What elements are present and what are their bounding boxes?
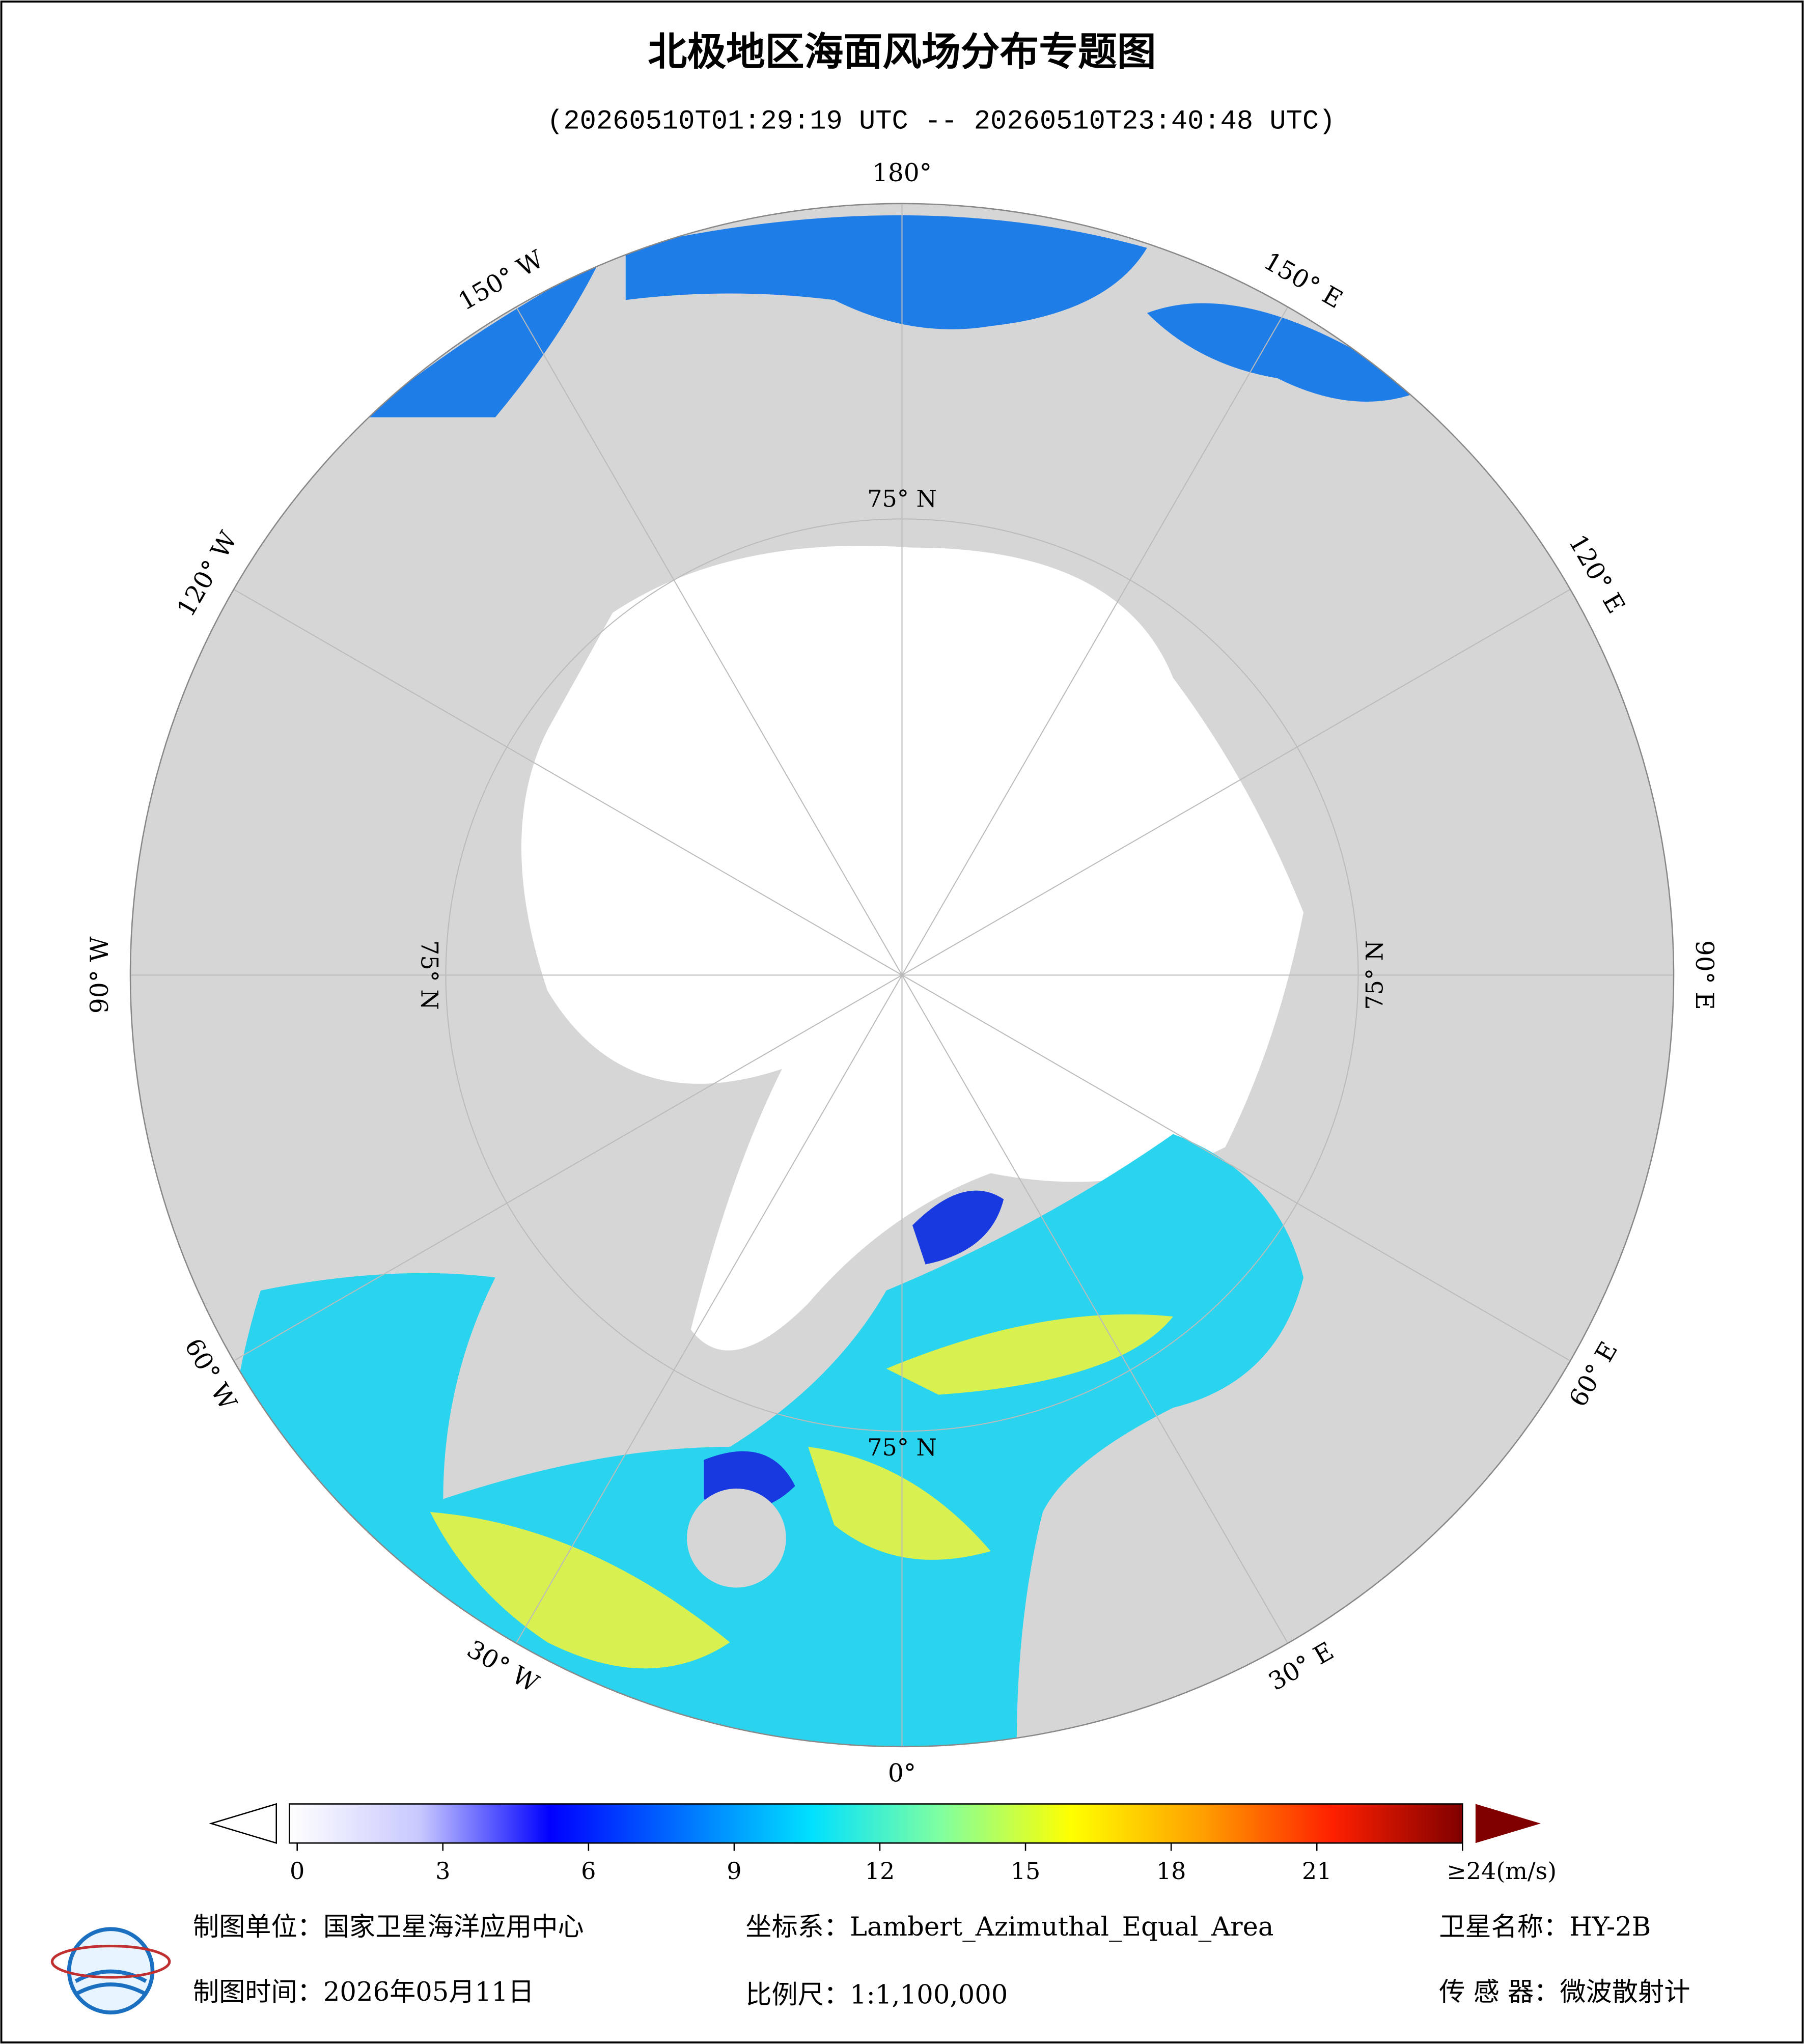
arctic-ocean (521, 546, 1303, 1351)
wind-high (430, 1314, 1173, 1669)
colorbar: 0 3 6 9 12 15 18 21 ≥24(m/s) (209, 1803, 1557, 1885)
longitude-label: 90° E (1690, 940, 1718, 1010)
longitude-label: 0° (888, 1759, 916, 1788)
colorbar-tick-label: 0 (290, 1857, 304, 1885)
colorbar-tick-label: 15 (1011, 1857, 1041, 1885)
colorbar-tick-label: 9 (727, 1857, 741, 1885)
parallel (445, 518, 1359, 1432)
longitude-label: 180° (872, 159, 932, 187)
footer-satellite: 卫星名称：HY-2B (1439, 1912, 1651, 1942)
meridian (901, 306, 1289, 975)
map-border (129, 203, 1675, 1748)
colorbar-tick-label: 21 (1302, 1857, 1332, 1885)
latitude-label: 75° N (1361, 940, 1388, 1010)
colorbar-under (209, 1803, 277, 1844)
colorbar-tick-label: ≥24(m/s) (1447, 1857, 1557, 1885)
subtitle: (20260510T01:29:19 UTC -- 20260510T23:40… (547, 106, 1335, 137)
footer-crs: 坐标系：Lambert_Azimuthal_Equal_Area (745, 1912, 1273, 1942)
wind-low (704, 1190, 1004, 1509)
colorbar-tick-label: 6 (581, 1857, 596, 1885)
logo (50, 1927, 171, 2014)
footer-date: 制图时间：2026年05月11日 (193, 1977, 534, 2007)
meridian (901, 974, 1571, 1361)
iceland (687, 1488, 786, 1588)
colorbar-tick-label: 12 (865, 1857, 895, 1885)
meridian (233, 589, 903, 976)
footer-scale: 比例尺：1:1,100,000 (745, 1979, 1008, 2010)
meridian (233, 974, 903, 1361)
map-area (130, 203, 1674, 1747)
latitude-label: 75° N (867, 1434, 937, 1461)
colorbar-over (1475, 1804, 1541, 1843)
meridian (901, 974, 1289, 1644)
longitude-label: 90° W (86, 937, 114, 1014)
footer-sensor: 传 感 器：微波散射计 (1439, 1977, 1690, 2007)
colorbar-bar (289, 1803, 1463, 1844)
footer-unit: 制图单位：国家卫星海洋应用中心 (193, 1912, 584, 1942)
colorbar-tick-label: 18 (1156, 1857, 1186, 1885)
latitude-label: 75° N (416, 940, 443, 1010)
meridian (515, 306, 903, 975)
meridian (901, 589, 1571, 976)
title: 北极地区海面风场分布专题图 (648, 29, 1156, 75)
graticule (130, 203, 1674, 1747)
wind-pacific (365, 215, 1421, 417)
latitude-label: 75° N (867, 485, 937, 513)
meridian (515, 974, 903, 1644)
colorbar-tick-label: 3 (435, 1857, 450, 1885)
